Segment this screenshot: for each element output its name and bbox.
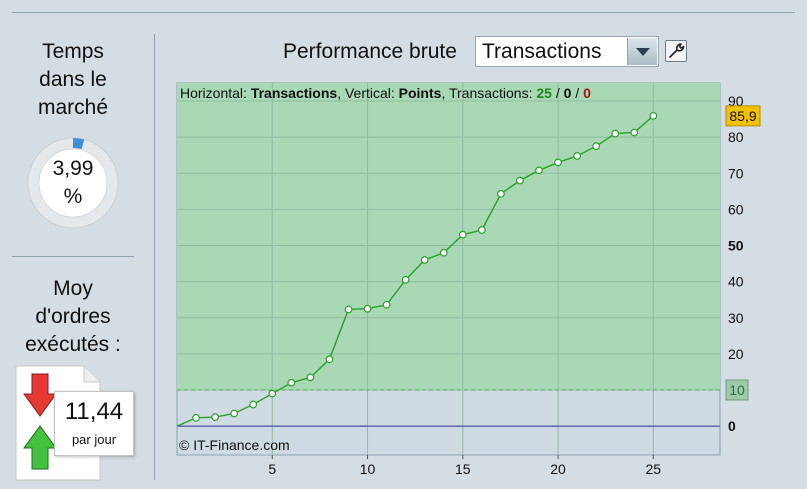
orders-value: 11,44 xyxy=(64,398,124,425)
count-separator-1: / xyxy=(551,85,564,101)
y-tick-label: 30 xyxy=(728,310,744,326)
data-point xyxy=(192,413,200,422)
y-tick-label: 70 xyxy=(728,165,744,181)
data-point xyxy=(649,111,658,120)
losing-transactions-count: 0 xyxy=(583,85,591,101)
data-point xyxy=(382,300,391,309)
vertical-prefix: , Vertical: xyxy=(337,85,399,101)
data-point xyxy=(344,305,353,314)
data-point xyxy=(630,128,639,137)
y-tick-label: 50 xyxy=(728,238,744,254)
left-section-divider xyxy=(12,256,134,257)
data-point xyxy=(592,142,601,151)
chevron-down-icon[interactable] xyxy=(627,38,657,65)
data-point xyxy=(363,304,372,313)
time-in-market-title-line3: marché xyxy=(37,96,109,119)
time-in-market-value: 3,99 % xyxy=(22,155,124,211)
data-point xyxy=(573,152,582,160)
data-point xyxy=(401,275,410,284)
orders-title-line2: d'ordres xyxy=(35,305,111,328)
y-tick-label: 40 xyxy=(728,274,744,290)
time-in-market-title-line2: dans le xyxy=(39,68,107,91)
x-tick-label: 25 xyxy=(646,461,662,477)
panel-divider xyxy=(154,34,155,480)
time-in-market-number: 3,99 xyxy=(52,157,94,180)
y-tick-label: 20 xyxy=(728,346,744,362)
data-point xyxy=(230,409,239,418)
settings-button[interactable] xyxy=(665,40,687,62)
x-tick-label: 10 xyxy=(360,461,376,477)
orders-title-line3: exécutés : xyxy=(25,333,121,356)
orders-value-box: 11,44 par jour xyxy=(54,391,134,456)
x-tick-label: 15 xyxy=(455,461,471,477)
horizontal-prefix: Horizontal: xyxy=(180,85,251,101)
data-point xyxy=(535,166,543,175)
y-tick-label: 60 xyxy=(728,201,744,217)
time-in-market-unit: % xyxy=(63,185,83,208)
profit-zone xyxy=(177,83,720,390)
top-divider xyxy=(12,12,795,13)
data-point xyxy=(249,400,258,409)
winning-transactions-count: 25 xyxy=(536,85,552,101)
count-separator-2: / xyxy=(571,85,584,101)
data-point xyxy=(420,256,429,264)
y-tick-label: 90 xyxy=(728,93,744,109)
data-point xyxy=(306,373,315,382)
copyright-text: © IT-Finance.com xyxy=(179,437,290,453)
data-point xyxy=(477,226,486,234)
last-value-label: 85,9 xyxy=(729,108,756,124)
transactions-prefix: , Transactions: xyxy=(441,85,537,101)
x-tick-label: 5 xyxy=(268,461,276,477)
time-in-market-title-line1: Temps xyxy=(42,40,104,63)
red-down-arrow-icon xyxy=(23,373,57,417)
data-point xyxy=(496,189,505,198)
time-in-market-gauge xyxy=(27,137,119,229)
chart-info-line: Horizontal: Transactions, Vertical: Poin… xyxy=(180,85,591,101)
vertical-value: Points xyxy=(398,85,442,101)
threshold-label: 10 xyxy=(729,382,745,398)
data-point xyxy=(516,176,524,185)
y-tick-label: 80 xyxy=(728,129,744,145)
horizontal-value: Transactions xyxy=(250,85,338,101)
wrench-icon xyxy=(669,43,685,58)
metric-select[interactable]: Transactions xyxy=(475,36,659,67)
gauge-fill-arc xyxy=(73,138,85,150)
data-point xyxy=(268,389,277,398)
data-point xyxy=(287,378,296,387)
data-point xyxy=(325,355,334,364)
orders-unit: par jour xyxy=(71,432,117,447)
metric-select-value: Transactions xyxy=(482,40,602,63)
orders-title-line1: Moy xyxy=(53,277,93,300)
neutral-transactions-count: 0 xyxy=(563,85,572,101)
performance-label: Performance brute xyxy=(283,40,457,63)
data-point xyxy=(554,158,562,167)
data-point xyxy=(611,129,620,138)
x-tick-label: 20 xyxy=(550,461,566,477)
data-point xyxy=(211,413,220,421)
data-point xyxy=(458,230,467,239)
y-tick-label: 0 xyxy=(728,418,736,434)
last-value-badge xyxy=(725,105,761,127)
threshold-badge xyxy=(725,379,749,401)
data-point xyxy=(439,248,448,257)
